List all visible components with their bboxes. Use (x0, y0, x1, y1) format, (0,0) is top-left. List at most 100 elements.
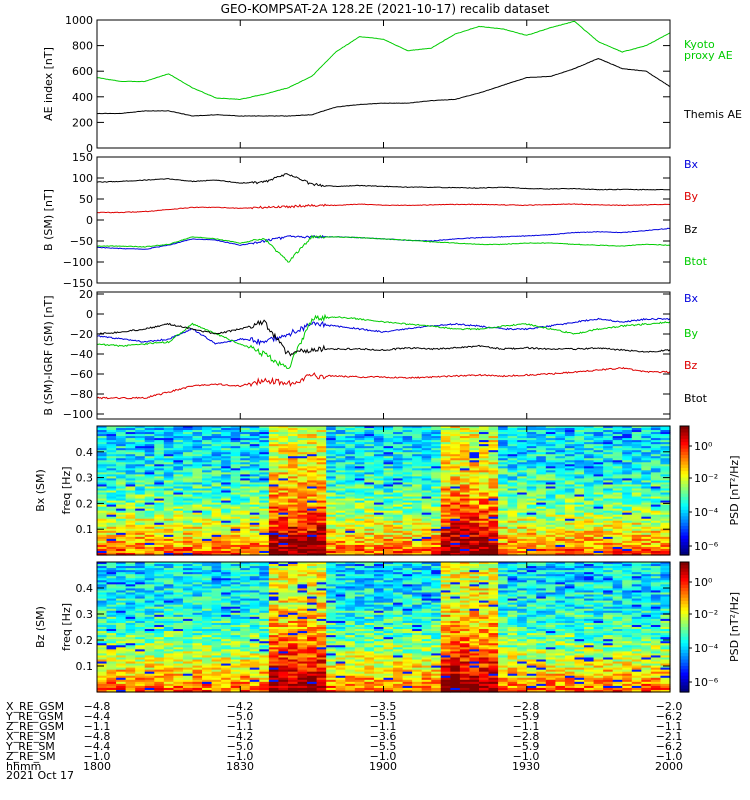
heatmap-cell (154, 510, 165, 514)
heatmap-cell (173, 614, 184, 618)
heatmap-cell (450, 458, 461, 461)
heatmap-cell (173, 629, 184, 632)
heatmap-cell (240, 544, 251, 548)
heatmap-cell (106, 470, 117, 473)
heatmap-cell (526, 542, 537, 546)
heatmap-cell (421, 490, 432, 494)
heatmap-cell (517, 494, 528, 498)
heatmap-cell (316, 542, 327, 546)
heatmap-cell (163, 679, 174, 683)
heatmap-cell (622, 444, 633, 447)
heatmap-cell (412, 428, 423, 431)
heatmap-cell (211, 484, 222, 488)
heatmap-cell (660, 546, 671, 550)
heatmap-cell (125, 444, 136, 447)
heatmap-cell (278, 532, 289, 536)
heatmap-cell (202, 683, 213, 687)
heatmap-cell (431, 458, 442, 461)
heatmap-cell (116, 438, 127, 441)
heatmap-cell (335, 446, 346, 449)
heatmap-cell (335, 480, 346, 484)
heatmap-cell (106, 542, 117, 546)
heatmap-cell (221, 689, 232, 693)
heatmap-cell (536, 518, 547, 522)
heatmap-cell (278, 520, 289, 524)
heatmap-cell (221, 669, 232, 673)
heatmap-cell (182, 540, 194, 544)
heatmap-cell (116, 484, 127, 488)
heatmap-cell (125, 448, 136, 451)
heatmap-cell (259, 498, 270, 502)
heatmap-cell (192, 578, 203, 581)
heatmap-cell (555, 428, 566, 431)
heatmap-cell (154, 528, 165, 532)
heatmap-cell (230, 606, 241, 610)
heatmap-cell (144, 466, 155, 469)
heatmap-cell (479, 452, 490, 455)
heatmap-cell (564, 492, 576, 496)
heatmap-cell (278, 482, 289, 486)
heatmap-cell (278, 544, 289, 548)
heatmap-cell (221, 552, 232, 556)
heatmap-cell (268, 498, 280, 502)
heatmap-cell (230, 651, 241, 655)
heatmap-cell (211, 524, 222, 528)
heatmap-cell (603, 516, 614, 520)
heatmap-cell (354, 540, 365, 544)
heatmap-cell (526, 434, 537, 437)
heatmap-cell (268, 432, 280, 435)
heatmap-cell (603, 500, 614, 504)
heatmap-cell (364, 552, 375, 556)
heatmap-cell (144, 647, 155, 650)
heatmap-cell (402, 510, 413, 514)
heatmap-cell (135, 516, 146, 520)
heatmap-cell (641, 508, 652, 512)
heatmap-cell (603, 518, 614, 522)
heatmap-cell (373, 452, 385, 455)
heatmap-cell (412, 500, 423, 504)
heatmap-cell (326, 434, 337, 437)
heatmap-cell (517, 514, 528, 518)
heatmap-cell (469, 546, 480, 550)
heatmap-cell (97, 488, 108, 492)
heatmap-cell (660, 520, 671, 524)
heatmap-cell (154, 458, 165, 461)
heatmap-cell (641, 512, 652, 516)
heatmap-cell (163, 659, 174, 663)
heatmap-cell (163, 610, 174, 614)
heatmap-cell (641, 474, 652, 477)
heatmap-cell (307, 516, 318, 520)
y-axis-label-secondary: freq [Hz] (60, 466, 73, 514)
heatmap-cell (373, 490, 385, 494)
heatmap-cell (488, 462, 499, 465)
heatmap-cell (335, 430, 346, 433)
heatmap-cell (555, 544, 566, 548)
heatmap-cell (144, 578, 155, 581)
heatmap-cell (173, 492, 184, 496)
heatmap-cell (182, 612, 194, 616)
heatmap-cell (135, 612, 146, 616)
heatmap-cell (125, 614, 136, 618)
heatmap-cell (354, 502, 365, 506)
heatmap-cell (230, 474, 241, 477)
heatmap-cell (125, 663, 136, 667)
heatmap-cell (278, 486, 289, 490)
heatmap-cell (125, 570, 136, 573)
heatmap-cell (450, 460, 461, 463)
heatmap-cell (612, 476, 623, 480)
colorbar-step (680, 525, 689, 530)
heatmap-cell (211, 530, 222, 534)
heatmap-cell (278, 428, 289, 431)
heatmap-cell (536, 508, 547, 512)
heatmap-cell (259, 514, 270, 518)
heatmap-cell (163, 500, 174, 504)
heatmap-cell (249, 470, 260, 473)
heatmap-cell (230, 452, 241, 455)
heatmap-cell (555, 510, 566, 514)
heatmap-cell (479, 492, 490, 496)
heatmap-cell (249, 518, 260, 522)
heatmap-cell (211, 629, 222, 632)
heatmap-cell (421, 452, 432, 455)
heatmap-cell (517, 548, 528, 552)
heatmap-cell (259, 450, 270, 453)
